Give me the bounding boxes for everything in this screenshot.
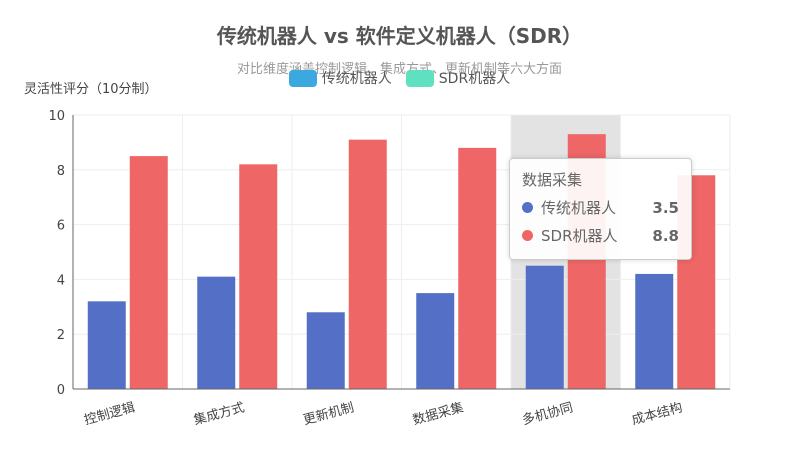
bar-sdr xyxy=(239,164,278,389)
tooltip-value: 8.8 xyxy=(652,226,679,245)
series-dot-icon xyxy=(522,202,533,213)
x-tick-label: 多机协同 xyxy=(520,399,574,428)
legend: 传统机器人 SDR机器人 xyxy=(0,68,799,88)
x-tick-label: 成本结构 xyxy=(630,400,684,428)
y-tick-label: 8 xyxy=(57,164,65,179)
bar-traditional xyxy=(416,293,455,389)
tooltip-row: SDR机器人 8.8 xyxy=(522,225,679,246)
tooltip-series-name: SDR机器人 xyxy=(541,227,618,245)
bar-sdr xyxy=(458,147,497,389)
y-tick-label: 2 xyxy=(57,328,65,343)
bar-sdr xyxy=(348,139,387,389)
y-tick-label: 0 xyxy=(57,383,65,398)
y-tick-label: 4 xyxy=(57,273,65,288)
x-tick-label: 控制逻辑 xyxy=(83,400,137,428)
x-tick-label: 数据采集 xyxy=(411,399,465,428)
legend-label: SDR机器人 xyxy=(438,71,511,87)
bar-traditional xyxy=(87,301,126,389)
y-tick-label: 10 xyxy=(48,109,65,124)
legend-label: 传统机器人 xyxy=(321,71,392,87)
legend-item-traditional[interactable]: 传统机器人 xyxy=(288,68,392,88)
tooltip-row: 传统机器人 3.5 xyxy=(522,197,679,218)
bar-sdr xyxy=(129,156,168,389)
tooltip-series-name: 传统机器人 xyxy=(541,199,617,217)
x-tick-label: 更新机制 xyxy=(301,399,355,428)
series-dot-icon xyxy=(522,230,533,241)
tooltip-value: 3.5 xyxy=(652,198,679,217)
y-axis-label: 灵活性评分（10分制） xyxy=(24,82,158,97)
legend-swatch xyxy=(405,69,434,87)
legend-item-sdr[interactable]: SDR机器人 xyxy=(405,68,511,88)
bar-traditional xyxy=(197,276,236,389)
x-tick-label: 集成方式 xyxy=(192,399,246,428)
bar-traditional xyxy=(306,312,345,389)
tooltip: 数据采集 传统机器人 3.5 SDR机器人 8.8 xyxy=(509,158,692,260)
chart-title: 传统机器人 vs 软件定义机器人（SDR） xyxy=(216,24,583,48)
bar-traditional xyxy=(635,273,674,389)
chart-subtitle: 对比维度涵盖控制逻辑、集成方式、更新机制等六大方面 xyxy=(236,62,562,77)
bar-traditional xyxy=(525,265,564,389)
tooltip-title: 数据采集 xyxy=(522,171,583,189)
legend-swatch xyxy=(288,69,317,87)
y-tick-label: 6 xyxy=(57,219,65,234)
